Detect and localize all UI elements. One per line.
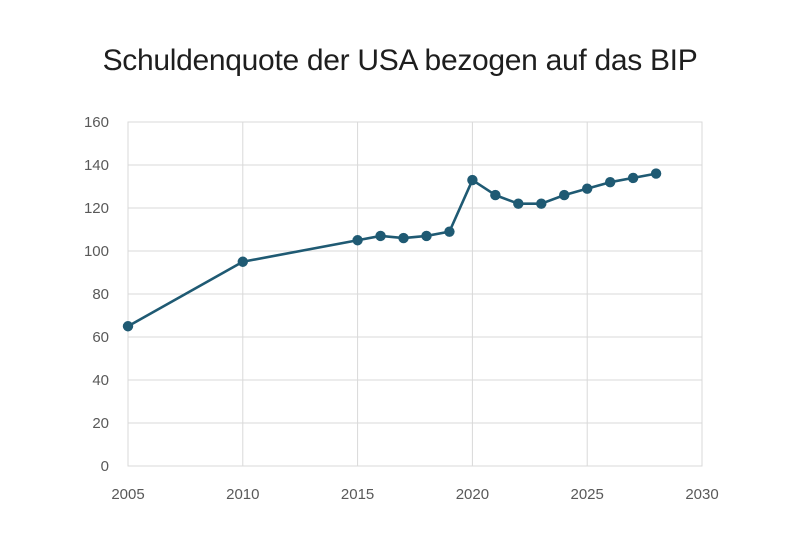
data-point: [421, 230, 432, 242]
x-tick-label: 2005: [111, 486, 144, 503]
data-point: [582, 183, 593, 194]
x-tick-label: 2030: [685, 486, 718, 503]
x-tick-label: 2025: [571, 486, 604, 503]
y-tick-label: 100: [84, 243, 109, 260]
data-point: [559, 189, 570, 201]
y-tick-label: 0: [101, 458, 109, 475]
data-point: [513, 198, 524, 209]
y-tick-label: 160: [84, 114, 109, 131]
data-point: [467, 174, 478, 186]
data-point: [536, 198, 547, 209]
data-point: [650, 168, 662, 179]
x-tick-label: 2015: [341, 486, 374, 503]
plot-area-frame: [127, 121, 703, 467]
y-tick-label: 140: [84, 157, 109, 174]
y-tick-label: 40: [92, 372, 109, 389]
data-point: [352, 235, 363, 246]
data-point: [627, 172, 639, 184]
series-line: [127, 172, 657, 328]
data-point: [444, 226, 455, 237]
y-tick-label: 120: [84, 200, 109, 217]
data-point: [490, 189, 501, 201]
y-tick-label: 80: [92, 286, 109, 303]
chart-title: Schuldenquote der USA bezogen auf das BI…: [102, 44, 698, 77]
data-point: [398, 232, 409, 244]
x-tick-label: 2010: [226, 486, 259, 503]
x-tick-label: 2020: [456, 486, 489, 503]
data-point: [122, 321, 134, 332]
y-tick-label: 20: [92, 415, 109, 432]
y-tick-label: 60: [92, 329, 109, 346]
data-point: [237, 256, 248, 267]
data-point: [604, 177, 616, 188]
data-point: [375, 230, 386, 242]
